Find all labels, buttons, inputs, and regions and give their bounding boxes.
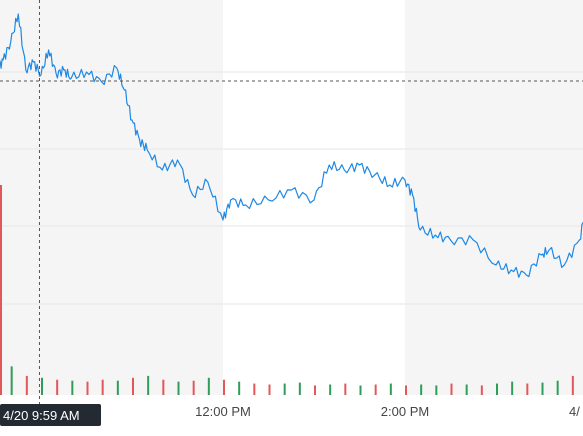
session-shade-1 xyxy=(405,0,583,395)
x-tick-label: 12:00 PM xyxy=(195,404,251,419)
x-axis: 12:00 PM 2:00 PM 4/ xyxy=(195,404,580,419)
volume-bar xyxy=(268,384,271,395)
crosshair-label-box xyxy=(0,404,101,426)
volume-bar xyxy=(86,381,89,395)
volume-bar xyxy=(132,377,134,395)
price-series xyxy=(0,13,583,278)
volume-bar xyxy=(374,384,377,395)
volume-bar xyxy=(511,381,514,395)
volume-bar xyxy=(465,384,468,395)
volume-bar xyxy=(116,380,119,395)
volume-bar xyxy=(450,383,453,395)
crosshair-label: 4/20 9:59 AM xyxy=(3,408,80,423)
volume-bars xyxy=(0,185,574,395)
volume-bar xyxy=(420,384,423,395)
volume-bar xyxy=(207,377,210,395)
x-tick-label: 2:00 PM xyxy=(381,404,429,419)
volume-bar xyxy=(223,379,225,395)
volume-bar xyxy=(238,381,241,395)
volume-bar xyxy=(71,380,74,395)
crosshair: 4/20 9:59 AM xyxy=(0,0,583,426)
volume-bar xyxy=(283,383,286,395)
volume-bar xyxy=(147,375,150,395)
volume-bar xyxy=(435,385,438,395)
volume-bar xyxy=(0,185,2,395)
volume-bar xyxy=(556,380,559,395)
volume-bar xyxy=(526,383,529,395)
volume-bar xyxy=(192,380,195,395)
volume-bar xyxy=(298,382,301,395)
volume-bar xyxy=(253,383,256,395)
x-tick-label: 4/ xyxy=(569,404,580,419)
volume-bar xyxy=(480,385,483,395)
volume-bar xyxy=(101,379,104,395)
volume-bar xyxy=(571,375,574,395)
volume-bar xyxy=(56,379,59,395)
volume-bar xyxy=(25,375,28,395)
volume-bar xyxy=(314,385,316,395)
session-shading xyxy=(0,0,583,395)
session-shade-0 xyxy=(0,0,223,395)
price-line xyxy=(0,13,583,278)
gridlines xyxy=(0,71,583,305)
volume-bar xyxy=(344,383,347,395)
volume-bar xyxy=(389,383,392,395)
volume-bar xyxy=(359,385,362,395)
volume-bar xyxy=(162,379,165,395)
volume-bar xyxy=(177,381,180,395)
volume-bar xyxy=(10,366,13,395)
volume-bar xyxy=(329,384,332,395)
volume-bar xyxy=(541,382,544,395)
volume-bar xyxy=(496,383,498,395)
volume-bar xyxy=(41,377,43,395)
volume-bar xyxy=(405,385,407,395)
